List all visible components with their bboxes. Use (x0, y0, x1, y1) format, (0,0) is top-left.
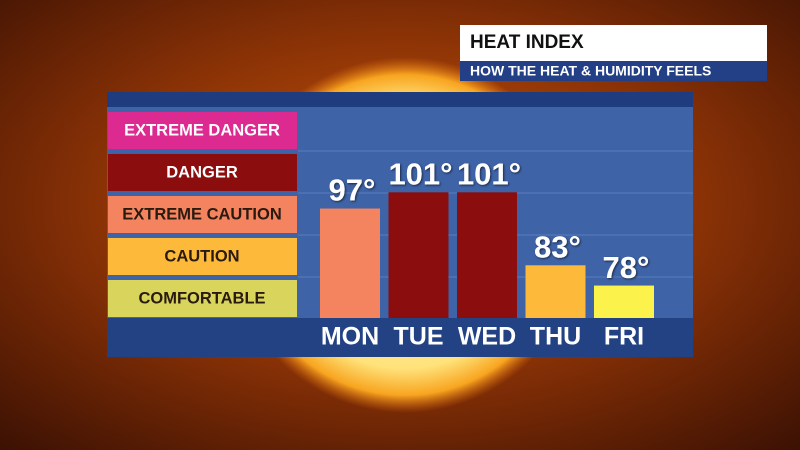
value-label: 97° (329, 173, 376, 208)
panel-bottom (107, 318, 693, 357)
x-tick-label: THU (530, 323, 581, 351)
x-tick-label: WED (458, 323, 516, 351)
x-tick-label: TUE (394, 323, 444, 351)
legend-label: EXTREME CAUTION (122, 205, 282, 223)
chart-subtitle: HOW THE HEAT & HUMIDITY FEELS (470, 63, 711, 79)
legend-label: COMFORTABLE (138, 289, 265, 307)
panel-top (107, 92, 693, 107)
value-label: 78° (603, 250, 650, 285)
bar (457, 192, 517, 318)
value-label: 83° (534, 229, 581, 264)
legend-label: DANGER (166, 163, 238, 181)
x-tick-label: MON (321, 323, 379, 351)
legend-label: EXTREME DANGER (124, 121, 280, 139)
bar (525, 265, 586, 318)
title-box (460, 25, 767, 61)
legend-swatch (108, 112, 297, 149)
legend-swatch (108, 280, 297, 317)
bar (320, 208, 380, 318)
bar (388, 192, 449, 318)
chart-title: HEAT INDEX (470, 32, 584, 53)
bar (594, 285, 654, 318)
x-tick-label: FRI (604, 323, 644, 351)
value-label: 101° (388, 156, 452, 191)
subtitle-box (460, 61, 767, 81)
legend-swatch (108, 238, 297, 275)
legend-label: CAUTION (164, 247, 239, 265)
legend-swatch (108, 196, 297, 233)
legend-swatch (108, 154, 297, 191)
value-label: 101° (457, 156, 521, 191)
